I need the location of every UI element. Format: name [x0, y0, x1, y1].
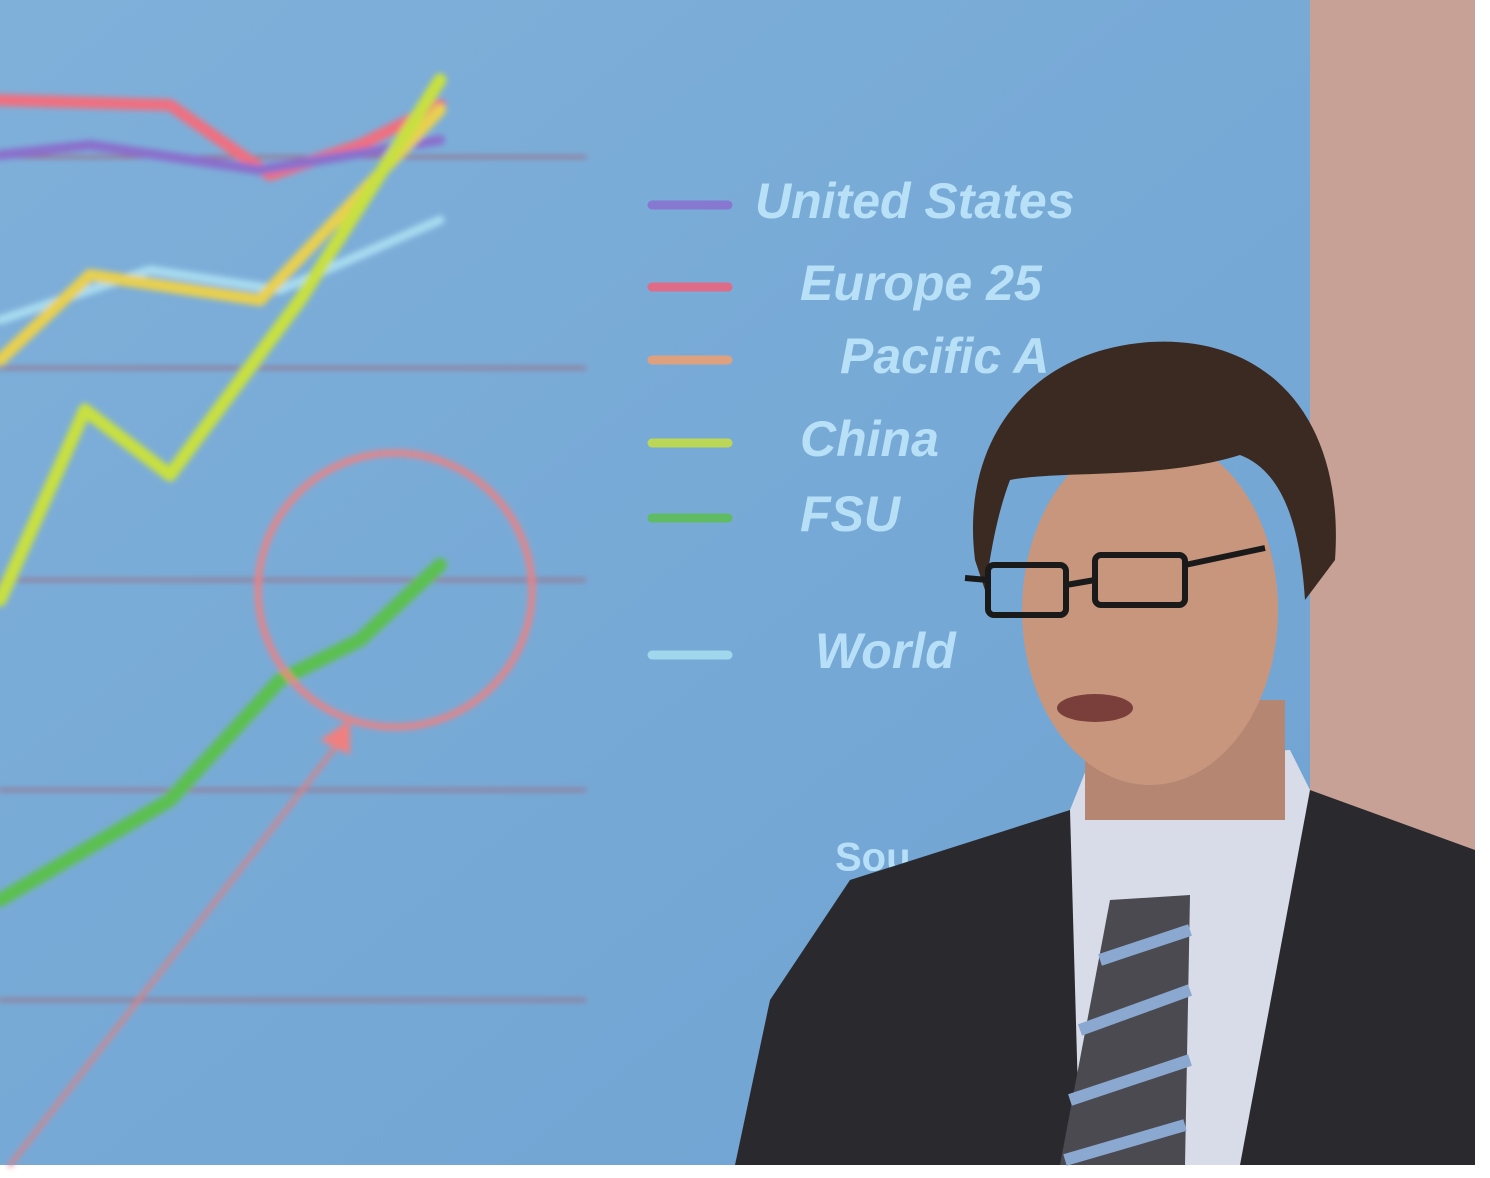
legend-label: World: [815, 623, 957, 679]
legend-label: United States: [755, 173, 1075, 229]
legend-label: Pacific A: [840, 328, 1049, 384]
photo: United States Europe 25 Pacific A China FSU W…: [0, 0, 1490, 1178]
legend-label: Europe 25: [800, 255, 1043, 311]
legend-label: FSU: [800, 486, 902, 542]
page: United States Europe 25 Pacific A China FSU W…: [0, 0, 1490, 1178]
legend-label: China: [800, 411, 939, 467]
